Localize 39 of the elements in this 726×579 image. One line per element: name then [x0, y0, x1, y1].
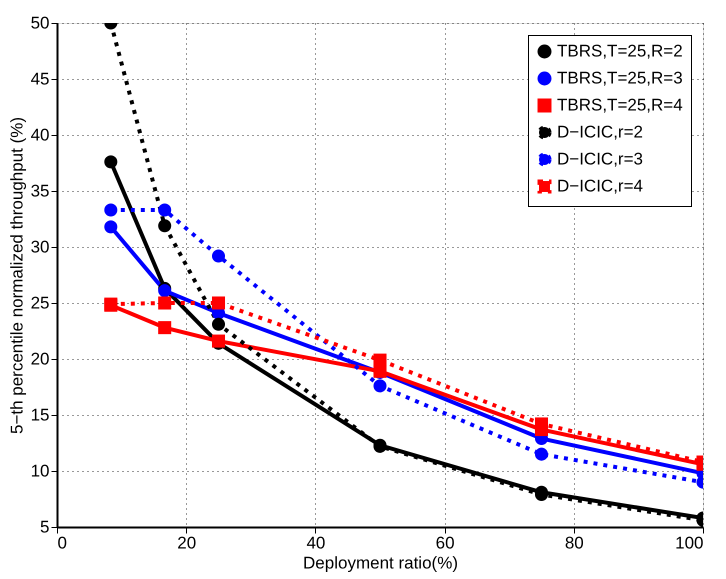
y-tick-label: 30 — [30, 238, 50, 256]
x-tick-label: 20 — [177, 534, 196, 552]
x-tick-label: 0 — [58, 534, 67, 552]
legend-label: TBRS,T=25,R=3 — [557, 68, 683, 88]
point — [104, 155, 118, 168]
legend-label: D−ICIC,r=2 — [557, 122, 643, 142]
x-tick-label: 40 — [306, 534, 326, 552]
point — [534, 417, 548, 430]
x-tick-label: 100 — [675, 534, 704, 552]
x-tick-label: 60 — [436, 534, 455, 552]
point — [104, 204, 118, 217]
point — [212, 296, 226, 310]
point — [158, 204, 172, 217]
point — [212, 249, 226, 262]
y-tick-label: 5 — [40, 518, 50, 536]
y-tick-label: 25 — [30, 294, 50, 312]
y-tick-label: 15 — [30, 406, 50, 424]
point — [534, 448, 548, 461]
point — [373, 354, 387, 367]
legend-label: D−ICIC,r=4 — [557, 176, 643, 196]
point — [212, 318, 226, 331]
y-tick-label: 20 — [30, 350, 50, 368]
y-tick-label: 10 — [30, 462, 50, 480]
point — [104, 220, 118, 234]
point — [158, 219, 172, 232]
y-axis-title: 5−th percentile normalized throughput (%) — [8, 116, 27, 434]
y-tick-label: 45 — [30, 70, 50, 88]
y-tick-label: 50 — [30, 14, 50, 32]
point — [158, 321, 172, 334]
legend-label: D−ICIC,r=3 — [557, 150, 643, 168]
point — [158, 296, 172, 310]
point — [158, 284, 172, 298]
y-tick-label: 40 — [30, 126, 50, 144]
legend-label: TBRS,T=25,R=4 — [557, 96, 683, 114]
y-tick-label: 35 — [30, 182, 50, 200]
x-axis-title: Deployment ratio(%) — [303, 554, 458, 572]
legend-label: TBRS,T=25,R=2 — [557, 42, 683, 60]
x-tick-label: 80 — [564, 534, 584, 552]
point — [373, 379, 387, 392]
